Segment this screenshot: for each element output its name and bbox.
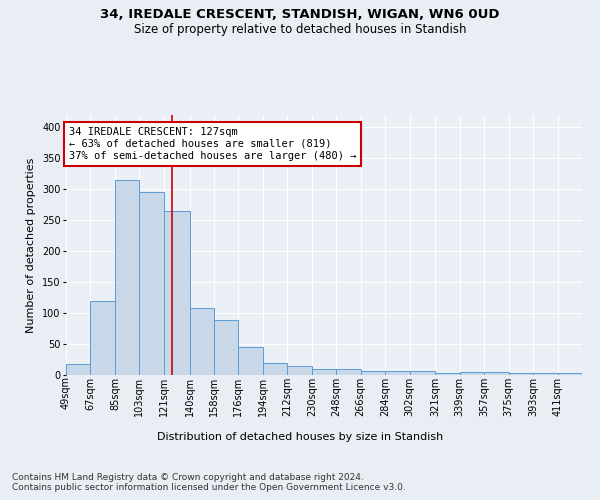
Bar xyxy=(460,372,484,375)
Bar xyxy=(312,370,336,375)
Y-axis label: Number of detached properties: Number of detached properties xyxy=(26,158,36,332)
Text: 34 IREDALE CRESCENT: 127sqm
← 63% of detached houses are smaller (819)
37% of se: 34 IREDALE CRESCENT: 127sqm ← 63% of det… xyxy=(69,128,356,160)
Text: 34, IREDALE CRESCENT, STANDISH, WIGAN, WN6 0UD: 34, IREDALE CRESCENT, STANDISH, WIGAN, W… xyxy=(100,8,500,20)
Bar xyxy=(263,362,287,375)
Text: Size of property relative to detached houses in Standish: Size of property relative to detached ho… xyxy=(134,22,466,36)
Bar xyxy=(287,366,312,375)
Bar xyxy=(164,211,190,375)
Text: Contains HM Land Registry data © Crown copyright and database right 2024.
Contai: Contains HM Land Registry data © Crown c… xyxy=(12,472,406,492)
Bar xyxy=(410,372,436,375)
Bar xyxy=(361,370,385,375)
Bar xyxy=(66,364,91,375)
Bar xyxy=(509,373,533,375)
Bar xyxy=(115,180,139,375)
Bar xyxy=(533,373,557,375)
Bar xyxy=(336,370,361,375)
Text: Distribution of detached houses by size in Standish: Distribution of detached houses by size … xyxy=(157,432,443,442)
Bar xyxy=(190,308,214,375)
Bar xyxy=(214,320,238,375)
Bar xyxy=(91,300,115,375)
Bar xyxy=(139,192,164,375)
Bar xyxy=(484,372,509,375)
Bar xyxy=(557,373,582,375)
Bar xyxy=(385,370,410,375)
Bar xyxy=(436,373,460,375)
Bar xyxy=(238,347,263,375)
